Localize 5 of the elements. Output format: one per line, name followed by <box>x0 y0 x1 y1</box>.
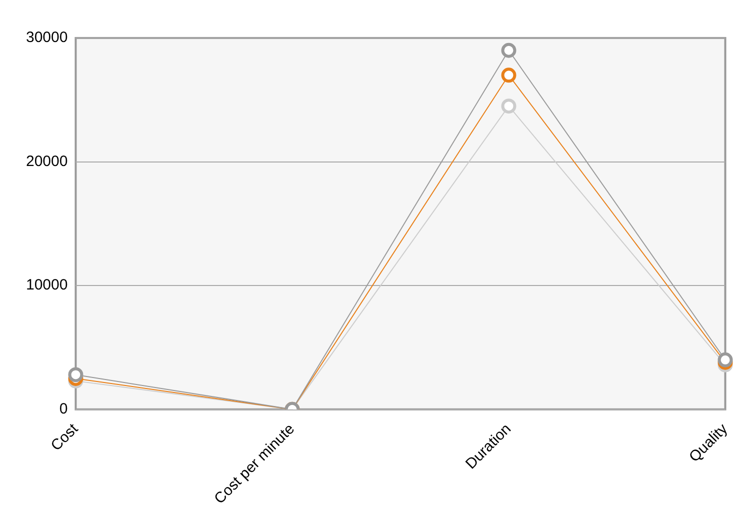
y-tick-label: 30000 <box>26 29 68 46</box>
y-tick-label: 20000 <box>26 152 68 170</box>
y-tick-label: 0 <box>59 400 68 418</box>
x-tick-label: Cost <box>48 420 82 454</box>
y-tick-label: 10000 <box>26 276 68 294</box>
